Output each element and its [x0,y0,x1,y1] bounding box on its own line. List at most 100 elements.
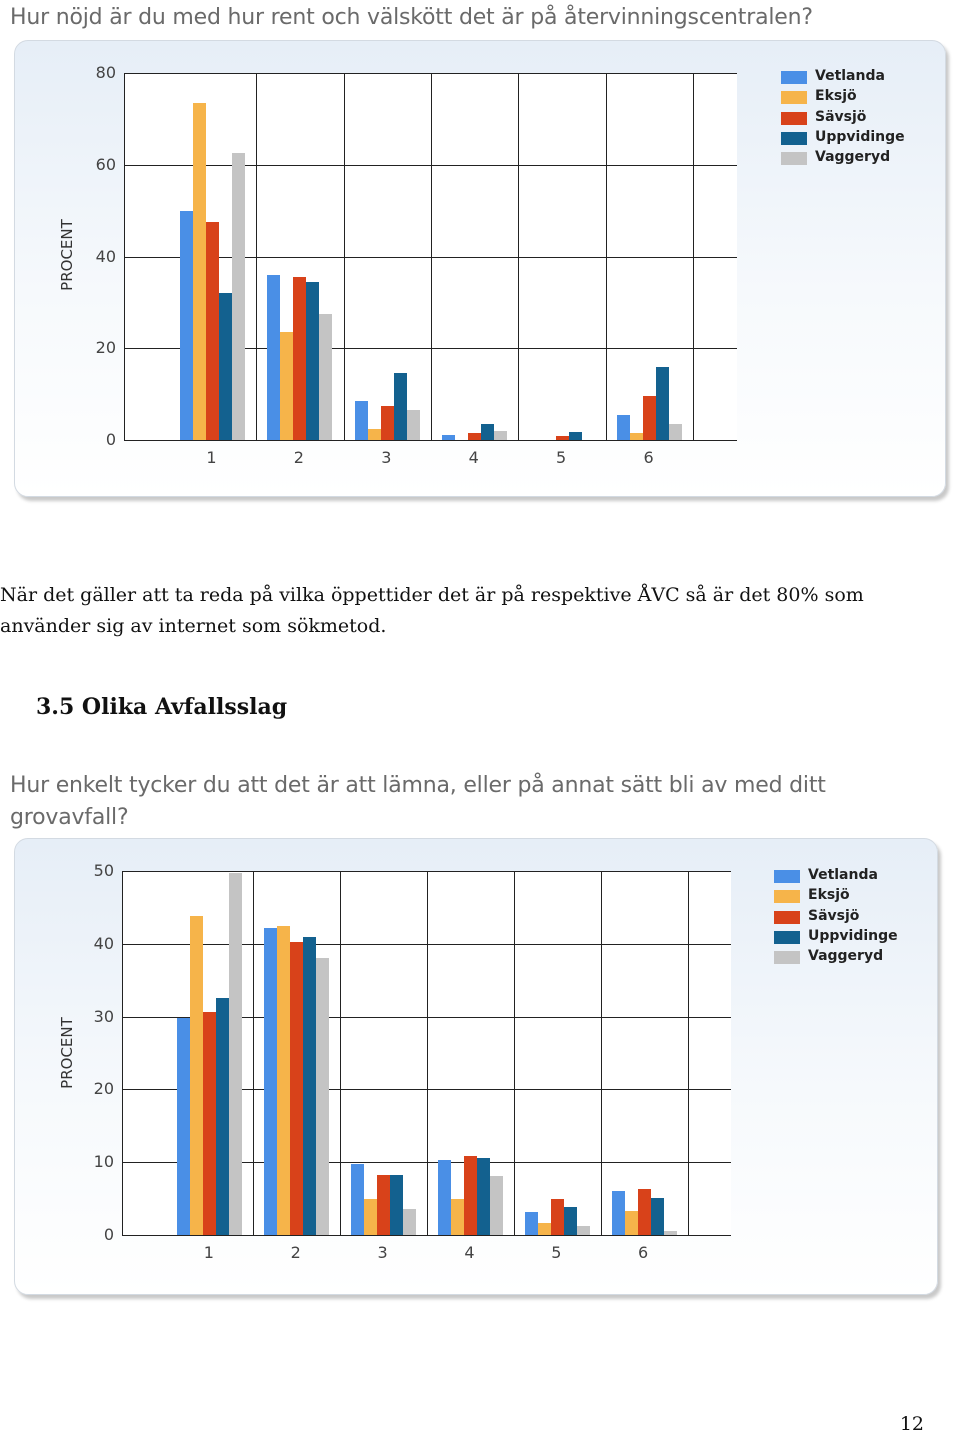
bar-s-vsj--cat-6 [643,396,657,440]
bar-vetlanda-cat-4 [437,1160,451,1235]
bar-vetlanda-cat-3 [351,1163,365,1235]
bar-s-vsj--cat-4 [463,1156,477,1235]
y-tick-label: 10 [93,1152,114,1172]
x-tick-label: 5 [551,1243,562,1262]
gridline-vertical [256,73,258,440]
y-tick-label: 20 [95,338,116,358]
bar-vetlanda-cat-5 [524,1212,538,1235]
bar-s-vsj--cat-3 [380,405,394,440]
legend-label: Vetlanda [808,867,878,883]
x-tick-label: 1 [203,1243,214,1262]
bar-vetlanda-cat-1 [177,1018,191,1235]
bar-eksj--cat-1 [190,916,204,1235]
bar-s-vsj--cat-1 [205,222,219,440]
chart-1-plot-area [124,73,737,441]
legend-label: Sävsjö [815,108,867,125]
legend-label: Vaggeryd [815,149,891,166]
legend-swatch [774,930,800,944]
gridline-vertical [518,73,520,440]
bar-uppvidinge-cat-2 [303,937,317,1235]
bar-vetlanda-cat-1 [179,210,193,440]
bar-uppvidinge-cat-1 [216,997,230,1235]
bar-vaggeryd-cat-1 [231,153,245,440]
bar-uppvidinge-cat-4 [476,1157,490,1235]
legend-swatch [774,910,800,924]
bar-s-vsj--cat-2 [293,277,307,440]
bar-uppvidinge-cat-5 [563,1206,577,1235]
bar-eksj--cat-4 [450,1198,464,1235]
y-tick-label: 0 [103,1225,114,1244]
y-tick-label: 40 [93,933,114,953]
bar-uppvidinge-cat-3 [393,373,407,440]
legend-swatch [781,71,807,84]
bar-eksj--cat-6 [624,1210,638,1235]
x-tick-label: 6 [638,1243,649,1262]
gridline-vertical [600,871,602,1235]
bar-uppvidinge-cat-4 [481,423,495,440]
y-tick-label: 50 [93,861,114,880]
bar-vaggeryd-cat-2 [316,958,330,1235]
y-tick-label: 30 [93,1006,114,1026]
bar-vaggeryd-cat-3 [403,1208,417,1235]
bar-uppvidinge-cat-1 [218,293,232,440]
chart-2-plot-area [122,871,731,1236]
y-tick-label: 40 [95,246,116,266]
bar-eksj--cat-6 [630,433,644,440]
bar-s-vsj--cat-1 [203,1012,217,1235]
bar-vetlanda-cat-3 [354,401,368,440]
bar-s-vsj--cat-3 [377,1175,391,1235]
x-tick-label: 6 [643,448,654,467]
bar-vaggeryd-cat-1 [229,873,243,1235]
gridline-vertical [253,871,255,1235]
legend-label: Eksjö [808,887,850,904]
legend-swatch [781,152,807,166]
legend-swatch [774,890,800,904]
bar-eksj--cat-5 [537,1223,551,1235]
bar-s-vsj--cat-4 [468,433,482,440]
bar-vaggeryd-cat-6 [669,423,683,440]
gridline-vertical [693,73,695,440]
y-tick-label: 80 [95,63,116,82]
bar-eksj--cat-1 [192,102,206,440]
y-tick-label: 20 [93,1079,114,1099]
bar-s-vsj--cat-5 [555,436,569,440]
bar-vetlanda-cat-4 [442,435,456,440]
x-tick-label: 3 [377,1243,388,1262]
x-tick-label: 1 [206,448,217,467]
x-tick-label: 4 [468,448,479,467]
page-number: 12 [899,1413,924,1435]
legend-swatch [781,111,807,125]
gridline-vertical [343,73,345,440]
body-paragraph: När det gäller att ta reda på vilka öppe… [0,584,864,637]
gridline-vertical [431,73,432,440]
bar-vaggeryd-cat-3 [406,410,420,440]
legend-label: Uppvidinge [815,128,905,145]
bar-eksj--cat-3 [364,1198,378,1235]
bar-uppvidinge-cat-5 [568,431,582,440]
chart-1-panel: PROCENT Vetlanda Eksjö Sävsjö Uppvidinge Vag… [14,40,946,497]
bar-vaggeryd-cat-4 [494,430,508,440]
bar-vetlanda-cat-2 [267,274,281,440]
chart-2-panel: PROCENT Vetlanda Eksjö Sävsjö Uppvidinge Vag… [14,838,938,1295]
legend-label: Eksjö [815,88,857,105]
section-heading: 3.5 Olika Avfallsslag [36,694,288,720]
bar-uppvidinge-cat-3 [390,1175,404,1235]
bar-eksj--cat-3 [367,428,381,440]
gridline-vertical [340,871,342,1235]
x-tick-label: 5 [556,448,567,467]
x-tick-label: 2 [293,448,304,467]
bar-vetlanda-cat-6 [611,1191,625,1235]
gridline-vertical [605,73,607,440]
x-tick-label: 2 [290,1243,301,1262]
gridline-vertical [513,871,515,1235]
chart-2-title: Hur enkelt tycker du att det är att lämn… [10,773,826,830]
bar-s-vsj--cat-5 [550,1198,564,1235]
chart-1-title: Hur nöjd är du med hur rent och välskött… [10,5,813,30]
legend-swatch [781,91,807,105]
bar-eksj--cat-2 [280,332,294,440]
legend-label: Vaggeryd [808,948,884,965]
bar-uppvidinge-cat-2 [306,281,320,440]
bar-vaggeryd-cat-6 [663,1230,677,1235]
bar-vaggeryd-cat-5 [576,1225,590,1235]
legend-label: Vetlanda [815,68,885,84]
